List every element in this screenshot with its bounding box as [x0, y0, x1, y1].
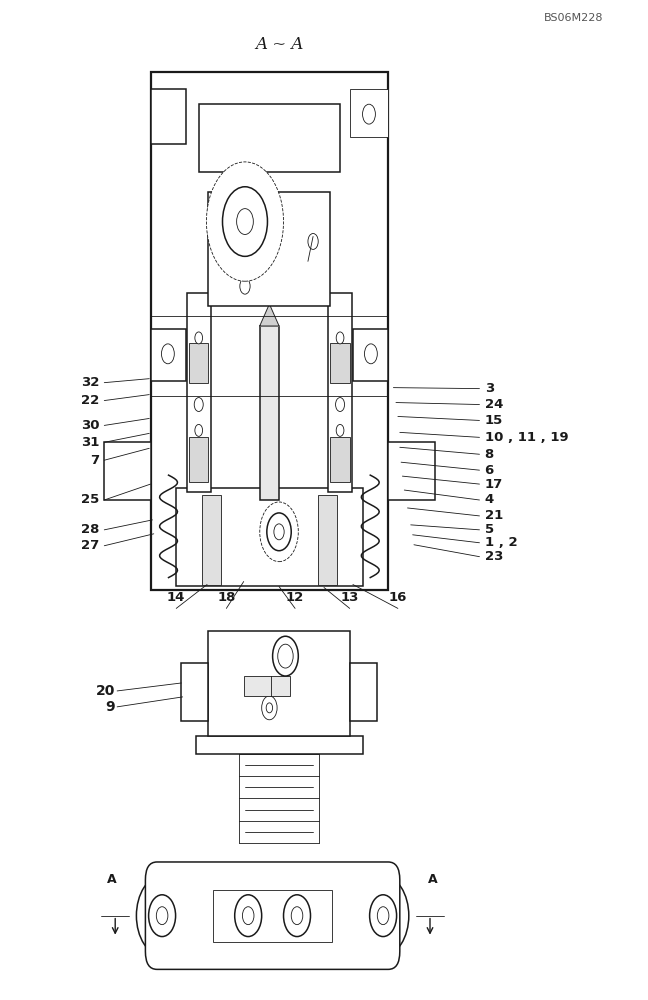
- Text: 23: 23: [485, 550, 503, 563]
- Bar: [328, 293, 353, 492]
- Bar: [244, 676, 290, 696]
- Bar: [104, 442, 150, 500]
- Bar: [181, 663, 209, 721]
- Text: 31: 31: [81, 436, 99, 449]
- Text: 3: 3: [485, 382, 494, 395]
- Circle shape: [336, 424, 344, 436]
- Bar: [196, 736, 362, 754]
- Circle shape: [267, 513, 291, 551]
- Bar: [353, 329, 388, 381]
- Circle shape: [308, 233, 318, 249]
- Text: 12: 12: [286, 591, 304, 604]
- Circle shape: [278, 644, 293, 668]
- Bar: [350, 663, 376, 721]
- Circle shape: [195, 424, 203, 436]
- Circle shape: [362, 104, 375, 124]
- FancyBboxPatch shape: [145, 862, 400, 969]
- Text: 10 , 11 , 19: 10 , 11 , 19: [485, 431, 568, 444]
- Circle shape: [266, 703, 273, 713]
- Polygon shape: [260, 304, 279, 326]
- Text: 32: 32: [81, 376, 99, 389]
- Circle shape: [291, 907, 303, 925]
- Bar: [318, 495, 337, 585]
- Bar: [150, 72, 388, 589]
- Text: 24: 24: [485, 398, 503, 411]
- Text: 1 , 2: 1 , 2: [485, 536, 517, 549]
- Text: 20: 20: [96, 684, 115, 698]
- Circle shape: [237, 209, 253, 234]
- Circle shape: [161, 344, 174, 364]
- Text: 4: 4: [485, 493, 494, 506]
- Circle shape: [235, 895, 262, 937]
- Circle shape: [195, 332, 203, 344]
- Bar: [330, 437, 350, 482]
- Text: 13: 13: [340, 591, 359, 604]
- Text: 7: 7: [90, 454, 99, 467]
- Text: 28: 28: [81, 523, 99, 536]
- Circle shape: [377, 907, 389, 925]
- Circle shape: [262, 696, 277, 720]
- Text: 30: 30: [80, 419, 99, 432]
- Bar: [189, 343, 209, 383]
- Text: 17: 17: [485, 478, 503, 491]
- Text: 5: 5: [485, 523, 494, 536]
- Circle shape: [336, 332, 344, 344]
- Bar: [209, 631, 350, 736]
- Bar: [209, 192, 330, 306]
- Bar: [150, 89, 186, 144]
- Circle shape: [358, 876, 409, 955]
- Text: A: A: [107, 873, 117, 886]
- Text: 8: 8: [485, 448, 494, 461]
- Text: 25: 25: [81, 493, 99, 506]
- Circle shape: [148, 895, 176, 937]
- Text: 27: 27: [81, 539, 99, 552]
- Bar: [176, 488, 362, 586]
- Bar: [187, 293, 211, 492]
- Text: 15: 15: [485, 414, 503, 427]
- Text: A: A: [428, 873, 438, 886]
- Text: BS06M228: BS06M228: [544, 13, 603, 23]
- Circle shape: [242, 907, 254, 925]
- Text: 18: 18: [217, 591, 235, 604]
- Bar: [330, 343, 350, 383]
- Circle shape: [274, 524, 284, 540]
- Circle shape: [336, 398, 345, 411]
- Bar: [199, 104, 340, 172]
- Circle shape: [364, 344, 377, 364]
- Circle shape: [260, 502, 298, 562]
- Circle shape: [137, 876, 188, 955]
- Text: 6: 6: [485, 464, 494, 477]
- Circle shape: [222, 187, 268, 256]
- Text: 21: 21: [485, 509, 503, 522]
- Circle shape: [194, 398, 203, 411]
- Circle shape: [240, 278, 250, 294]
- Circle shape: [284, 895, 310, 937]
- Text: 9: 9: [106, 700, 115, 714]
- Circle shape: [273, 636, 298, 676]
- Text: 16: 16: [389, 591, 407, 604]
- Circle shape: [207, 162, 284, 281]
- Text: 14: 14: [167, 591, 185, 604]
- Bar: [213, 890, 332, 942]
- Bar: [260, 326, 279, 500]
- Circle shape: [156, 907, 168, 925]
- Text: 22: 22: [81, 394, 99, 407]
- Bar: [150, 329, 186, 381]
- Bar: [388, 442, 435, 500]
- Bar: [202, 495, 221, 585]
- Bar: [189, 437, 209, 482]
- Bar: [350, 89, 388, 137]
- Text: A ~ A: A ~ A: [255, 36, 303, 53]
- Circle shape: [369, 895, 397, 937]
